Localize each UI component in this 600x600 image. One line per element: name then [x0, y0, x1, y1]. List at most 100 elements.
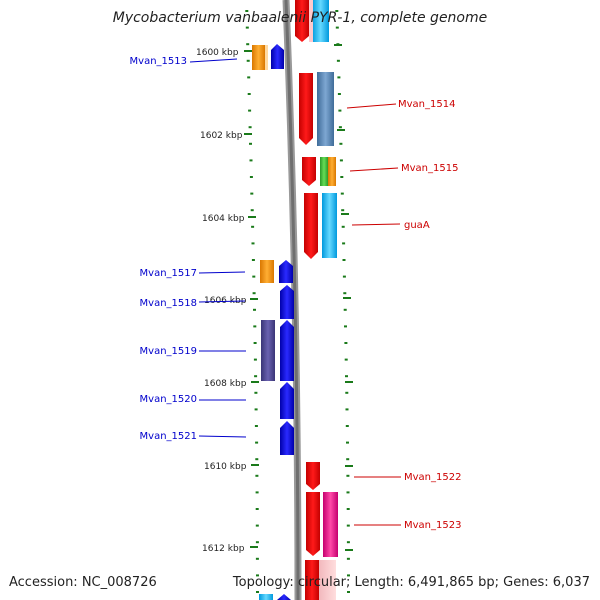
- ticks-right-major: [334, 44, 353, 551]
- minor-tick: [342, 259, 346, 261]
- minor-tick: [342, 242, 346, 245]
- gene-label-right[interactable]: Mvan_1514: [398, 99, 455, 110]
- minor-tick: [245, 10, 249, 12]
- minor-tick: [346, 491, 350, 494]
- minor-tick: [343, 292, 347, 295]
- gene-feature[interactable]: [322, 193, 337, 258]
- kbp-label: 1602 kbp: [200, 131, 243, 141]
- gene-feature[interactable]: [302, 157, 316, 186]
- gene-feature[interactable]: [299, 73, 313, 145]
- minor-tick: [345, 375, 348, 378]
- minor-tick: [345, 408, 349, 411]
- minor-tick: [344, 358, 348, 361]
- gene-feature[interactable]: [260, 260, 274, 283]
- gene-feature[interactable]: [304, 193, 318, 259]
- minor-tick: [250, 192, 254, 195]
- gene-feature[interactable]: [306, 492, 320, 556]
- gene-feature[interactable]: [265, 45, 268, 70]
- minor-tick: [347, 591, 350, 593]
- minor-tick: [252, 275, 256, 278]
- minor-tick: [246, 43, 250, 46]
- gene-label-left[interactable]: Mvan_1521: [140, 431, 197, 442]
- gene-label-left[interactable]: Mvan_1517: [140, 268, 197, 279]
- gene-feature[interactable]: [323, 492, 338, 557]
- minor-tick: [346, 441, 349, 444]
- gene-label-right[interactable]: Mvan_1515: [401, 163, 458, 174]
- gene-feature[interactable]: [280, 421, 294, 455]
- minor-tick: [249, 176, 253, 178]
- minor-tick: [345, 391, 349, 394]
- minor-tick: [337, 76, 341, 79]
- minor-tick: [247, 76, 251, 79]
- topology-text: Topology: circular; Length: 6,491,865 bp…: [232, 575, 590, 590]
- minor-tick: [255, 557, 259, 560]
- gene-feature[interactable]: [320, 157, 328, 186]
- gene-feature[interactable]: [261, 320, 275, 381]
- minor-tick: [253, 342, 257, 344]
- minor-tick: [254, 408, 258, 411]
- minor-tick: [255, 541, 259, 544]
- gene-feature[interactable]: [259, 594, 273, 600]
- gene-feature[interactable]: [319, 560, 336, 600]
- minor-tick: [255, 441, 259, 444]
- minor-tick: [256, 574, 259, 577]
- gene-feature[interactable]: [280, 382, 294, 419]
- gene-label-left[interactable]: Mvan_1520: [140, 394, 197, 405]
- genes-reverse-strand: [252, 44, 294, 600]
- minor-tick: [254, 375, 258, 378]
- minor-tick: [256, 591, 259, 593]
- ticks-right: [335, 10, 350, 593]
- minor-tick: [255, 508, 259, 510]
- minor-tick: [335, 26, 339, 29]
- gene-feature[interactable]: [280, 320, 294, 381]
- minor-tick: [249, 142, 252, 145]
- minor-tick: [255, 474, 259, 477]
- gene-feature[interactable]: [309, 0, 313, 42]
- minor-tick: [248, 109, 252, 112]
- minor-tick: [346, 524, 350, 527]
- gene-feature[interactable]: [306, 462, 320, 490]
- gene-label-right[interactable]: guaA: [404, 220, 430, 231]
- gene-feature[interactable]: [277, 594, 291, 600]
- gene-feature[interactable]: [295, 0, 309, 42]
- minor-tick: [343, 308, 347, 311]
- gene-feature[interactable]: [271, 44, 284, 69]
- gene-label-left[interactable]: Mvan_1518: [140, 298, 197, 309]
- minor-tick: [250, 209, 254, 212]
- minor-tick: [341, 209, 345, 212]
- gene-label-left[interactable]: Mvan_1513: [130, 56, 187, 67]
- gene-feature[interactable]: [252, 45, 265, 70]
- minor-tick: [344, 325, 347, 328]
- minor-tick: [347, 574, 350, 577]
- minor-tick: [345, 425, 349, 427]
- minor-tick: [245, 26, 249, 29]
- minor-tick: [346, 474, 350, 477]
- gene-feature[interactable]: [305, 560, 319, 600]
- gene-feature[interactable]: [312, 0, 329, 42]
- gene-feature[interactable]: [279, 260, 293, 283]
- ticks-left: [245, 10, 259, 593]
- gene-label-right[interactable]: Mvan_1522: [404, 472, 461, 483]
- genes-forward-strand: [295, 0, 338, 600]
- gene-label-right[interactable]: Mvan_1523: [404, 520, 461, 531]
- kbp-label: 1600 kbp: [196, 48, 239, 58]
- minor-tick: [246, 59, 250, 62]
- gene-labels-left: [189, 58, 247, 438]
- gene-feature[interactable]: [280, 285, 294, 319]
- minor-tick: [342, 275, 346, 278]
- minor-tick: [346, 508, 350, 510]
- minor-tick: [255, 524, 259, 527]
- map-title: Mycobacterium vanbaalenii PYR-1, complet…: [112, 10, 488, 26]
- minor-tick: [253, 308, 256, 311]
- minor-tick: [253, 358, 257, 361]
- minor-tick: [344, 342, 348, 344]
- gene-feature[interactable]: [317, 72, 334, 146]
- gene-feature[interactable]: [328, 157, 336, 186]
- minor-tick: [248, 126, 252, 129]
- minor-tick: [346, 458, 350, 461]
- gene-label-left[interactable]: Mvan_1519: [140, 346, 197, 357]
- minor-tick: [338, 109, 342, 112]
- minor-tick: [346, 541, 350, 544]
- minor-tick: [338, 126, 342, 129]
